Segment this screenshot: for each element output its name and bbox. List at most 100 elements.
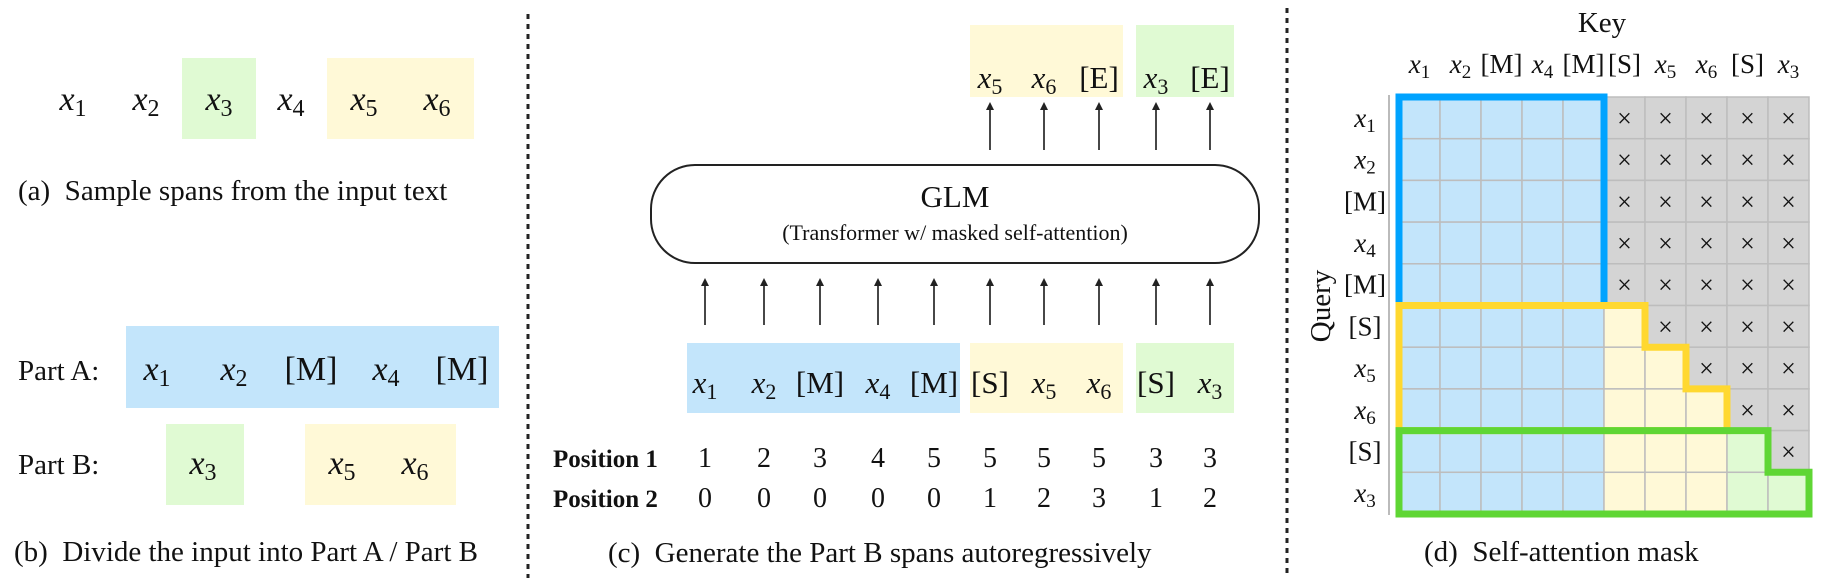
panel-a-sample-spans: x1 x2 x3 x4 x5 x6 (a) Sample spans from the i… <box>18 58 474 207</box>
part-a-token: [M] <box>436 351 489 388</box>
key-axis-label: Key <box>1578 7 1627 39</box>
mask-cell-visible <box>1439 179 1482 223</box>
mask-cell-visible <box>1685 429 1728 474</box>
masked-x-icon: × <box>1658 229 1673 258</box>
position-1-value: 3 <box>1203 443 1217 474</box>
key-label: x2 <box>1449 49 1471 83</box>
mask-cell-masked <box>1767 221 1810 265</box>
input-token: x4 <box>865 365 891 404</box>
mask-cell-visible <box>1603 429 1646 474</box>
token-variable: x <box>1695 49 1708 79</box>
input-token: x2 <box>131 81 159 122</box>
mask-cell-visible <box>1521 429 1564 474</box>
mask-cell-visible <box>1562 137 1605 182</box>
token-subscript: 5 <box>1045 379 1056 404</box>
output-group-green <box>1136 25 1234 97</box>
mask-cell-visible <box>1439 388 1482 432</box>
query-label: x6 <box>1353 395 1375 429</box>
position-1-label: Position 1 <box>553 446 658 473</box>
token-subscript: 3 <box>221 96 233 122</box>
output-group-yellow <box>970 25 1123 97</box>
mask-cell-visible <box>1439 96 1482 140</box>
position-1-value: 5 <box>983 443 997 474</box>
masked-x-icon: × <box>1699 229 1714 258</box>
mask-cell-masked <box>1767 96 1810 140</box>
output-token: x3 <box>1143 60 1169 99</box>
input-token: [S] <box>971 365 1009 400</box>
token-variable: x <box>1143 60 1158 95</box>
position-1-value: 3 <box>1149 443 1163 474</box>
masked-x-icon: × <box>1658 104 1673 133</box>
token-variable: x <box>1031 365 1046 400</box>
token-variable: x <box>1408 49 1421 79</box>
token-subscript: 3 <box>205 460 217 486</box>
mask-cell-visible <box>1562 429 1605 474</box>
position-2-value: 2 <box>1203 483 1217 514</box>
mask-cell-masked <box>1726 388 1769 432</box>
panel-b-caption: (b) Divide the input into Part A / Part … <box>14 536 478 568</box>
mask-cell-masked <box>1644 221 1687 265</box>
input-token: x6 <box>422 81 450 122</box>
token-subscript: 1 <box>706 379 717 404</box>
mask-group-border-green <box>1395 427 1813 518</box>
mask-cell-visible <box>1439 471 1482 515</box>
part-b-span-yellow <box>305 424 456 505</box>
mask-cell-visible <box>1398 221 1441 265</box>
key-label: [M] <box>1481 49 1523 79</box>
mask-cell-visible <box>1439 221 1482 265</box>
mask-cell-visible <box>1562 471 1605 515</box>
mask-cell-masked <box>1685 179 1728 223</box>
part-a-token: [M] <box>285 351 338 388</box>
masked-x-icon: × <box>1617 271 1632 300</box>
query-label: x4 <box>1353 228 1376 262</box>
output-token: [E] <box>1079 60 1119 95</box>
token-variable: x <box>1353 228 1366 258</box>
mask-cell-masked <box>1726 263 1769 307</box>
token-subscript: 4 <box>293 96 305 122</box>
token-variable: x <box>131 81 147 118</box>
token-variable: x <box>865 365 880 400</box>
position-2-value: 2 <box>1037 483 1051 514</box>
span-highlight-yellow <box>327 58 474 139</box>
token-subscript: 4 <box>879 379 890 404</box>
masked-x-icon: × <box>1699 271 1714 300</box>
token-subscript: 5 <box>366 96 378 122</box>
position-2-value: 1 <box>983 483 997 514</box>
token-variable: x <box>1353 145 1366 175</box>
output-token: x6 <box>1031 60 1057 99</box>
mask-cell-visible <box>1644 388 1687 432</box>
part-a-token: x4 <box>371 351 399 392</box>
token-subscript: 2 <box>1366 158 1376 179</box>
token-variable: x <box>327 445 343 482</box>
mask-cell-visible <box>1480 429 1523 474</box>
masked-x-icon: × <box>1781 271 1796 300</box>
token-variable: x <box>371 351 387 388</box>
masked-x-icon: × <box>1740 396 1755 425</box>
mask-cell-masked <box>1644 137 1687 182</box>
mask-cell-visible <box>1521 346 1564 390</box>
token-variable: x <box>1031 60 1046 95</box>
mask-cell-masked <box>1767 429 1810 474</box>
mask-cell-visible <box>1480 179 1523 223</box>
input-token: x4 <box>276 81 304 122</box>
panel-d-caption: (d) Self-attention mask <box>1424 536 1699 568</box>
part-b-token: x3 <box>188 445 216 486</box>
masked-x-icon: × <box>1740 187 1755 216</box>
mask-cell-visible <box>1562 304 1605 348</box>
token-subscript: 1 <box>75 96 87 122</box>
mask-cell-visible <box>1398 388 1441 432</box>
mask-cell-masked <box>1685 137 1728 182</box>
masked-x-icon: × <box>1740 229 1755 258</box>
token-variable: x <box>1777 49 1790 79</box>
mask-cell-visible <box>1562 346 1605 390</box>
query-label: [M] <box>1344 186 1386 216</box>
mask-cell-visible <box>1562 179 1605 223</box>
masked-x-icon: × <box>1740 146 1755 175</box>
masked-x-icon: × <box>1781 104 1796 133</box>
token-subscript: 3 <box>1790 62 1800 83</box>
glm-model-name: GLM <box>921 179 990 214</box>
mask-cell-visible <box>1562 263 1605 307</box>
mask-cell-visible <box>1521 221 1564 265</box>
